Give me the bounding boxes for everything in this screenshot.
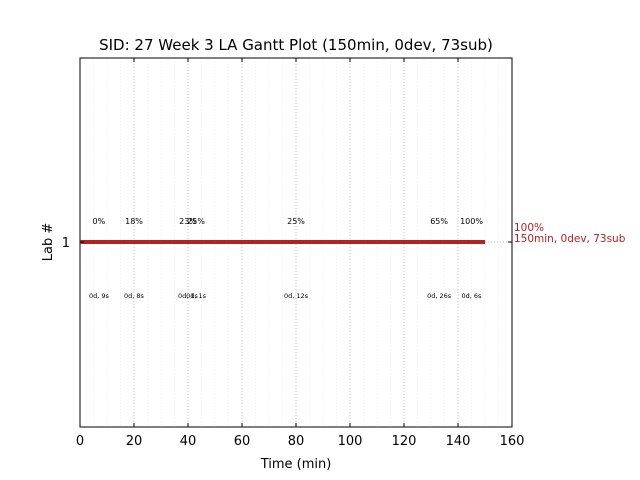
x-tick-label: 60	[234, 434, 251, 449]
gantt-bar	[80, 240, 485, 244]
x-tick-label: 40	[180, 434, 197, 449]
x-tick-label: 80	[288, 434, 305, 449]
milestone-detail-label: 0d, 9s	[89, 292, 110, 300]
bar-end-percent-label: 100%	[514, 222, 544, 234]
milestone-detail-label: 0d, 8s	[124, 292, 145, 300]
chart-title: SID: 27 Week 3 LA Gantt Plot (150min, 0d…	[99, 36, 493, 54]
x-tick-label: 20	[126, 434, 143, 449]
milestone-annotations: 0% 0d, 9s 18% 0d, 8s 23% 0d, 1s 25% 0d, 1s 25% 0d…	[89, 217, 483, 300]
milestone-percent-label: 23%	[179, 217, 197, 226]
milestone-percent-label: 0%	[93, 217, 106, 226]
x-tick-label: 120	[392, 434, 417, 449]
bar-end-summary-label: 150min, 0dev, 73sub	[514, 233, 626, 245]
x-tick-label: 140	[446, 434, 471, 449]
milestone-detail-label: 0d, 1s	[178, 292, 199, 300]
axis-ticks: 0 20 40 60 80 100 120 140 160 1	[62, 58, 525, 449]
milestone-detail-label: 0d, 26s	[427, 292, 452, 300]
milestone-detail-label: 0d, 6s	[462, 292, 483, 300]
milestone-percent-label: 65%	[430, 217, 448, 226]
x-tick-label: 0	[76, 434, 84, 449]
x-tick-label: 100	[338, 434, 363, 449]
milestone-percent-label: 25%	[187, 217, 205, 226]
milestone-percent-label: 100%	[460, 217, 483, 226]
milestone-detail-label: 0d, 1s	[186, 292, 207, 300]
milestone-percent-label: 18%	[125, 217, 143, 226]
bar-layer	[80, 240, 512, 244]
milestone-detail-label: 0d, 12s	[284, 292, 309, 300]
milestone-percent-label: 25%	[287, 217, 305, 226]
x-tick-label: 160	[500, 434, 525, 449]
y-tick-label: 1	[62, 236, 70, 251]
y-axis-label: Lab #	[41, 223, 56, 262]
x-axis-label: Time (min)	[260, 457, 332, 472]
